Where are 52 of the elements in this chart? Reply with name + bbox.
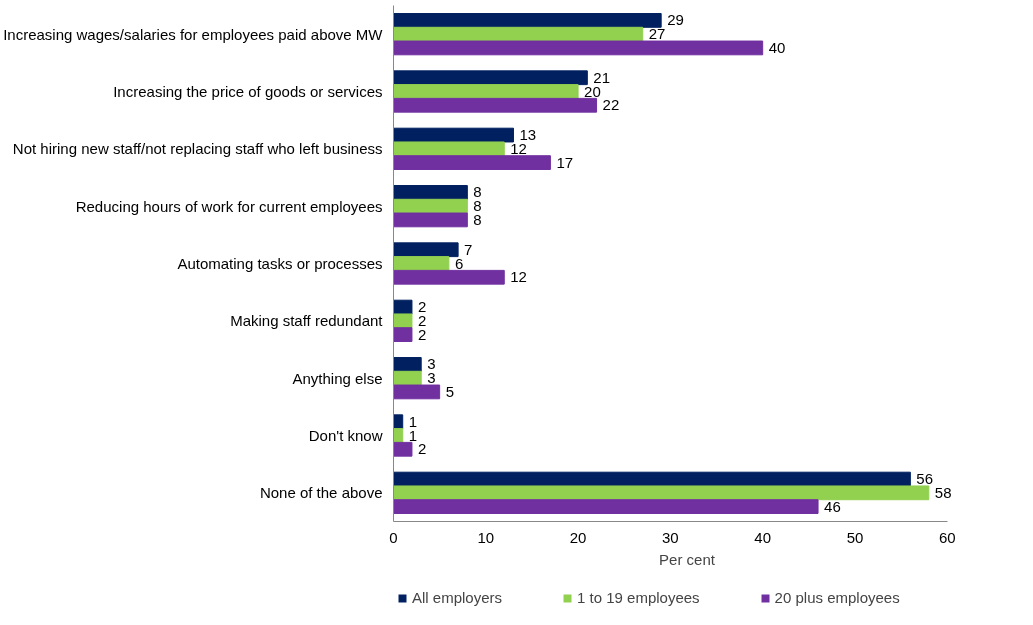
y-tick-label: Increasing the price of goods or services	[113, 83, 383, 100]
bar	[393, 485, 930, 501]
x-tick-label: 30	[662, 528, 679, 546]
data-label: 29	[667, 11, 684, 29]
bar	[393, 155, 551, 170]
data-label: 27	[648, 25, 666, 43]
bar	[393, 499, 819, 514]
bar	[393, 242, 459, 258]
data-label: 46	[824, 497, 841, 515]
y-tick-label: Making staff redundant	[230, 312, 384, 330]
bar	[393, 256, 450, 271]
x-tick-label: 40	[754, 528, 772, 546]
bar	[393, 40, 764, 56]
bar	[393, 327, 413, 342]
bar	[393, 13, 662, 28]
data-label: 58	[934, 483, 952, 501]
y-tick-label: Increasing wages/salaries for employees paid above MW	[3, 25, 384, 43]
y-tick-label: None of the above	[259, 484, 383, 502]
bar	[393, 212, 468, 228]
data-label: 17	[556, 153, 574, 171]
data-label: 6	[454, 254, 464, 272]
x-axis-title: Per cent	[659, 550, 716, 568]
bar	[393, 441, 413, 457]
legend-label: 20 plus employees	[774, 589, 900, 606]
bar	[393, 185, 468, 200]
x-tick-label: 10	[477, 528, 495, 546]
bar	[393, 357, 422, 372]
y-tick-label: Automating tasks or processes	[177, 255, 383, 272]
bar	[393, 70, 588, 86]
bar	[393, 384, 441, 400]
bar	[393, 97, 598, 113]
y-tick-label: Anything else	[292, 369, 383, 387]
data-label: 22	[602, 96, 620, 114]
x-tick-label: 50	[846, 528, 864, 546]
data-label: 2	[417, 440, 427, 458]
legend-label: All employers	[412, 589, 503, 606]
x-tick-label: 20	[569, 528, 587, 546]
bar	[393, 269, 505, 285]
legend-label: 1 to 19 employees	[577, 589, 700, 606]
bar	[393, 84, 579, 99]
data-label: 40	[768, 38, 786, 56]
y-tick-label: Not hiring new staff/not replacing staff who left business	[12, 140, 383, 158]
data-label: 12	[510, 268, 527, 286]
bar	[393, 141, 505, 157]
data-label: 5	[445, 382, 454, 400]
x-tick-label: 0	[389, 528, 398, 546]
data-label: 56	[916, 470, 934, 488]
y-tick-label: Reducing hours of work for current employees	[75, 197, 383, 215]
data-label: 7	[464, 240, 473, 258]
bar	[393, 313, 413, 329]
y-tick-label: Don't know	[308, 427, 383, 444]
x-tick-label: 60	[938, 528, 956, 546]
